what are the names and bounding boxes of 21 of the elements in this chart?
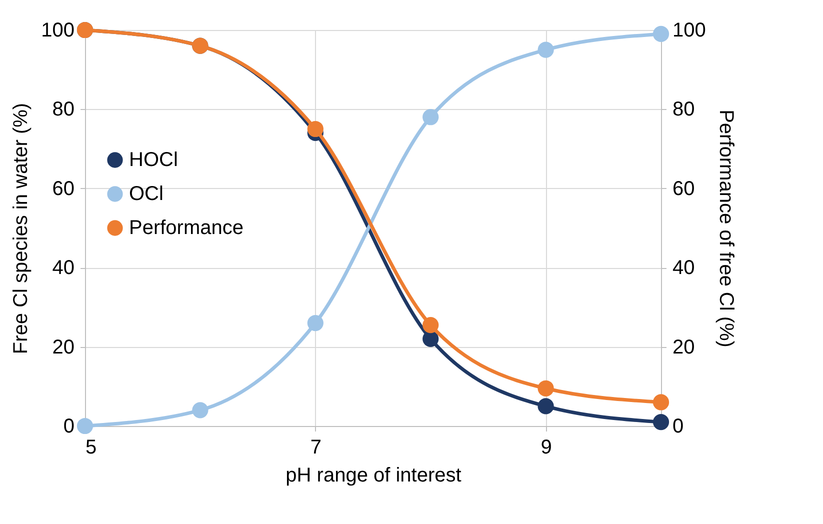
y2-tick-label: 0 bbox=[672, 416, 684, 438]
legend-label: HOCl bbox=[129, 149, 178, 171]
y2-tick-label: 60 bbox=[672, 178, 695, 200]
y-tick-label: 80 bbox=[52, 98, 74, 121]
x-axis-title: pH range of interest bbox=[286, 464, 462, 486]
y-tick-label: 0 bbox=[63, 416, 74, 438]
y-tick-label: 20 bbox=[52, 336, 74, 358]
legend-label: OCl bbox=[129, 183, 164, 205]
x-tick-label: 7 bbox=[310, 436, 322, 458]
y2-tick-label: 20 bbox=[672, 336, 695, 358]
y-tick-label: 40 bbox=[52, 257, 74, 280]
y-tick-label: 100 bbox=[41, 20, 74, 42]
y2-axis-title: Performance of free Cl (%) bbox=[714, 110, 737, 348]
y-tick-label: 60 bbox=[52, 178, 74, 200]
y2-tick-label: 100 bbox=[672, 20, 706, 42]
y-axis-title: Free Cl species in water (%) bbox=[10, 102, 32, 354]
x-tick-label: 5 bbox=[86, 436, 97, 458]
y2-tick-label: 80 bbox=[672, 98, 695, 121]
y2-tick-label: 40 bbox=[672, 257, 695, 280]
legend-label: Performance bbox=[129, 217, 244, 239]
x-tick-label: 9 bbox=[540, 436, 552, 458]
